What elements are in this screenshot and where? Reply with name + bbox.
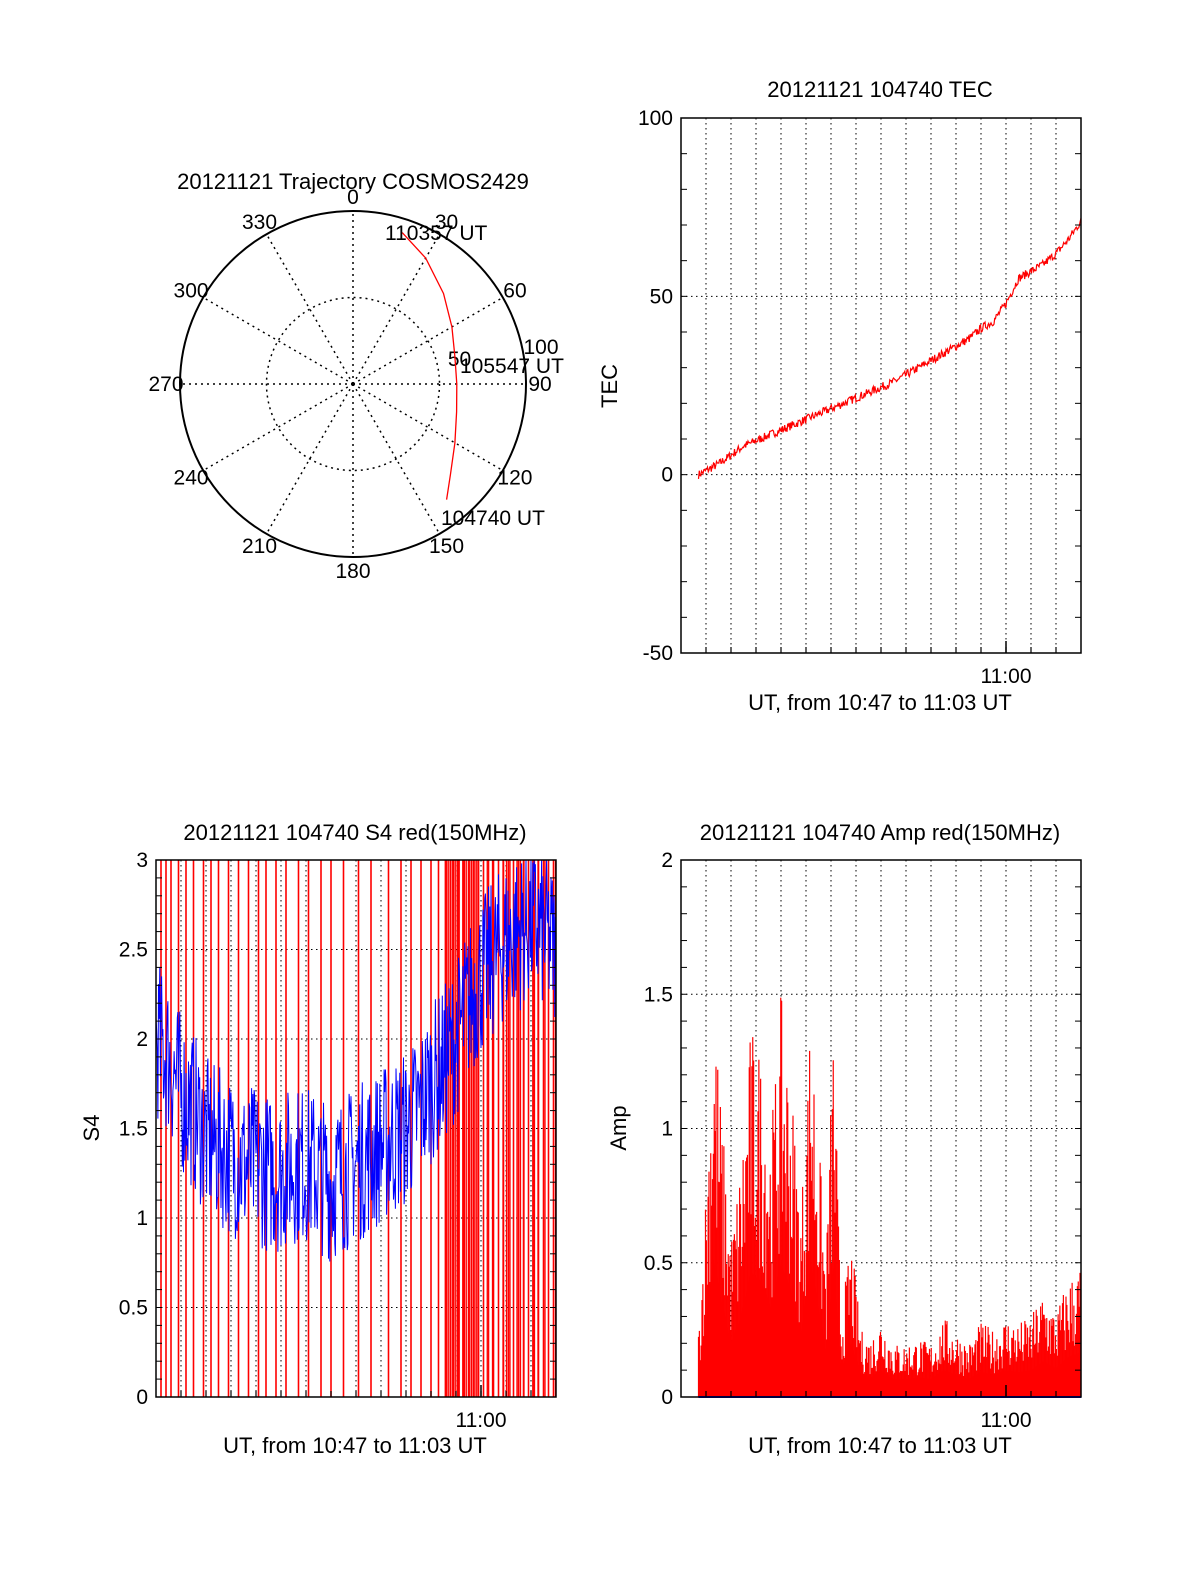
tec-xlabel: UT, from 10:47 to 11:03 UT (748, 690, 1012, 715)
tec-ylabel: TEC (597, 364, 622, 408)
tec-data (697, 218, 1082, 479)
s4-blue-line (155, 859, 556, 1262)
polar-outer-circle (179, 210, 527, 558)
y-tick-label: 100 (638, 107, 673, 130)
y-tick-label: 3 (136, 849, 148, 872)
trajectory-title: 20121121 Trajectory COSMOS2429 (177, 169, 529, 194)
y-tick-label: 0 (661, 464, 673, 487)
polar-angle-label: 60 (503, 280, 526, 303)
y-tick-label: 1.5 (644, 983, 673, 1006)
polar-angle-label: 300 (174, 280, 209, 303)
tec-series-line (697, 218, 1082, 479)
y-tick-label: 1 (136, 1207, 148, 1230)
s4-ylabel: S4 (79, 1115, 104, 1142)
tec-panel: 20121121 104740 TEC -50 0 50 100 11:00 UT, f… (597, 77, 1082, 715)
polar-spoke (265, 233, 354, 385)
amp-ylabel: Amp (606, 1105, 631, 1150)
s4-title: 20121121 104740 S4 red(150MHz) (183, 820, 526, 845)
amp-grid (681, 860, 1081, 1397)
polar-spoke (202, 383, 354, 472)
polar-angle-label: 210 (242, 535, 277, 558)
polar-spoke (352, 383, 441, 535)
amp-ticks: 0 0.5 1 1.5 2 11:00 (644, 849, 1081, 1432)
polar-angle-label: 180 (335, 560, 370, 583)
polar-angle-labels: 0 30 60 90 120 150 180 210 240 270 300 330 50 100 (148, 186, 558, 583)
trajectory-mid-label: 105547 UT (460, 355, 564, 378)
amp-xlabel: UT, from 10:47 to 11:03 UT (748, 1433, 1012, 1458)
polar-spoke (265, 383, 354, 535)
y-tick-label: 2.5 (119, 939, 148, 962)
polar-angle-label: 120 (497, 467, 532, 490)
x-tick-label: 11:00 (981, 665, 1032, 688)
y-tick-label: 1.5 (119, 1118, 148, 1141)
polar-radius-label: 100 (523, 336, 558, 359)
polar-angle-label: 240 (174, 467, 209, 490)
y-tick-label: 0.5 (119, 1297, 148, 1320)
s4-grid (156, 860, 556, 1397)
y-tick-label: 50 (650, 285, 673, 308)
y-tick-label: 1 (661, 1118, 673, 1141)
polar-angle-label: 270 (148, 373, 183, 396)
polar-angle-label: 330 (242, 211, 277, 234)
trajectory-end-label: 110357 UT (385, 222, 488, 245)
y-tick-label: 0 (136, 1386, 148, 1409)
y-tick-label: -50 (643, 642, 673, 665)
polar-angle-label: 150 (429, 535, 464, 558)
tec-grid (681, 118, 1081, 653)
x-tick-label: 11:00 (981, 1409, 1032, 1432)
polar-spoke (352, 296, 504, 385)
trajectory-start-label: 104740 UT (441, 507, 545, 530)
y-tick-label: 0 (661, 1386, 673, 1409)
tec-title: 20121121 104740 TEC (767, 77, 993, 102)
s4-panel: 20121121 104740 S4 red(150MHz) 0 0.5 1 1.5 2… (79, 820, 557, 1458)
amp-panel: 20121121 104740 Amp red(150MHz) 0 0.5 1 1.5… (606, 820, 1082, 1458)
x-tick-label: 11:00 (456, 1409, 507, 1432)
trajectory-polar-plot: 20121121 Trajectory COSMOS2429 0 30 60 90 12… (148, 169, 564, 583)
polar-grid (180, 211, 526, 557)
polar-ring-50 (265, 296, 441, 472)
polar-spoke (352, 233, 441, 385)
polar-spoke (202, 296, 354, 385)
s4-ticks: 0 0.5 1 1.5 2 2.5 3 11:00 (119, 849, 556, 1432)
trajectory-line (401, 232, 458, 500)
s4-xlabel: UT, from 10:47 to 11:03 UT (223, 1433, 487, 1458)
polar-angle-label: 0 (347, 186, 359, 209)
tec-ticks: -50 0 50 100 11:00 (638, 107, 1081, 688)
polar-radius-label: 50 (448, 348, 471, 371)
polar-angle-label: 90 (528, 373, 551, 396)
polar-spoke (352, 383, 504, 472)
y-tick-label: 2 (136, 1028, 148, 1051)
amp-data (697, 997, 1082, 1398)
amp-title: 20121121 104740 Amp red(150MHz) (700, 820, 1060, 845)
y-tick-label: 0.5 (644, 1252, 673, 1275)
y-tick-label: 2 (661, 849, 673, 872)
polar-angle-label: 30 (435, 211, 458, 234)
